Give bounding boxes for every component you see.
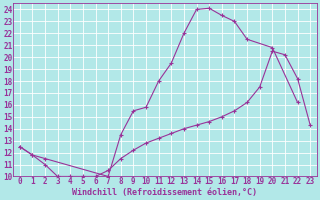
X-axis label: Windchill (Refroidissement éolien,°C): Windchill (Refroidissement éolien,°C) <box>72 188 258 197</box>
